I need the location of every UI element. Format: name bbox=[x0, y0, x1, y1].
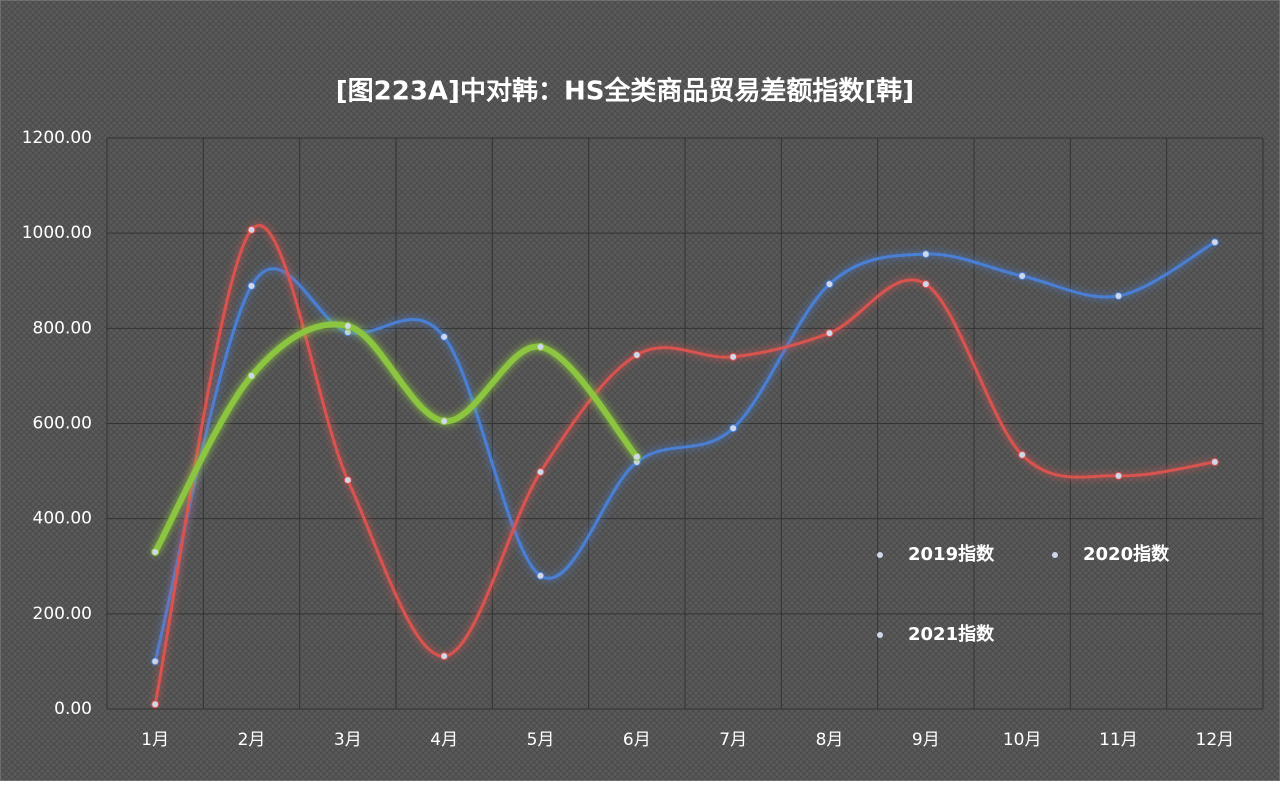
x-tick-label: 3月 bbox=[334, 730, 362, 750]
y-tick-label: 600.00 bbox=[33, 414, 92, 434]
data-point bbox=[1018, 450, 1027, 459]
data-point bbox=[151, 547, 160, 556]
x-tick-label: 6月 bbox=[623, 730, 651, 750]
x-tick-label: 1月 bbox=[141, 730, 169, 750]
data-point bbox=[825, 280, 834, 289]
legend-label: 2020指数 bbox=[1083, 543, 1170, 565]
data-point bbox=[536, 342, 545, 351]
legend-marker bbox=[877, 632, 883, 638]
y-tick-label: 800.00 bbox=[33, 318, 92, 338]
data-point bbox=[632, 452, 641, 461]
x-tick-label: 2月 bbox=[238, 730, 266, 750]
y-tick-label: 400.00 bbox=[33, 509, 92, 529]
data-point bbox=[1018, 271, 1027, 280]
data-point bbox=[825, 329, 834, 338]
y-tick-label: 1000.00 bbox=[22, 223, 92, 243]
data-point bbox=[343, 476, 352, 485]
data-point bbox=[440, 652, 449, 661]
data-point bbox=[440, 332, 449, 341]
x-tick-label: 7月 bbox=[719, 730, 747, 750]
legend-marker bbox=[877, 552, 883, 558]
legend-label: 2021指数 bbox=[908, 623, 995, 645]
data-point bbox=[536, 571, 545, 580]
x-tick-label: 12月 bbox=[1196, 730, 1235, 750]
data-point bbox=[247, 225, 256, 234]
data-point bbox=[729, 352, 738, 361]
x-tick-label: 8月 bbox=[816, 730, 844, 750]
data-point bbox=[1210, 238, 1219, 247]
x-tick-label: 5月 bbox=[527, 730, 555, 750]
y-tick-label: 200.00 bbox=[33, 604, 92, 624]
y-tick-label: 0.00 bbox=[54, 699, 92, 719]
data-point bbox=[921, 250, 930, 259]
x-tick-label: 11月 bbox=[1099, 730, 1138, 750]
data-point bbox=[1114, 471, 1123, 480]
x-tick-label: 10月 bbox=[1003, 730, 1042, 750]
data-point bbox=[1114, 291, 1123, 300]
data-point bbox=[151, 700, 160, 709]
legend-label: 2019指数 bbox=[908, 543, 995, 565]
series-line bbox=[152, 321, 640, 555]
data-point bbox=[247, 371, 256, 380]
data-point bbox=[151, 657, 160, 666]
series-line bbox=[153, 224, 1217, 706]
legend-marker bbox=[1052, 552, 1058, 558]
data-point bbox=[921, 280, 930, 289]
data-point bbox=[632, 350, 641, 359]
data-point bbox=[343, 321, 352, 330]
x-tick-label: 9月 bbox=[912, 730, 940, 750]
y-tick-label: 1200.00 bbox=[22, 128, 92, 148]
data-point bbox=[1210, 458, 1219, 467]
data-point bbox=[247, 281, 256, 290]
data-point bbox=[729, 424, 738, 433]
data-point bbox=[440, 417, 449, 426]
x-tick-label: 4月 bbox=[430, 730, 458, 750]
chart-title: [图223A]中对韩：HS全类商品贸易差额指数[韩] bbox=[336, 76, 914, 107]
data-point bbox=[536, 468, 545, 477]
